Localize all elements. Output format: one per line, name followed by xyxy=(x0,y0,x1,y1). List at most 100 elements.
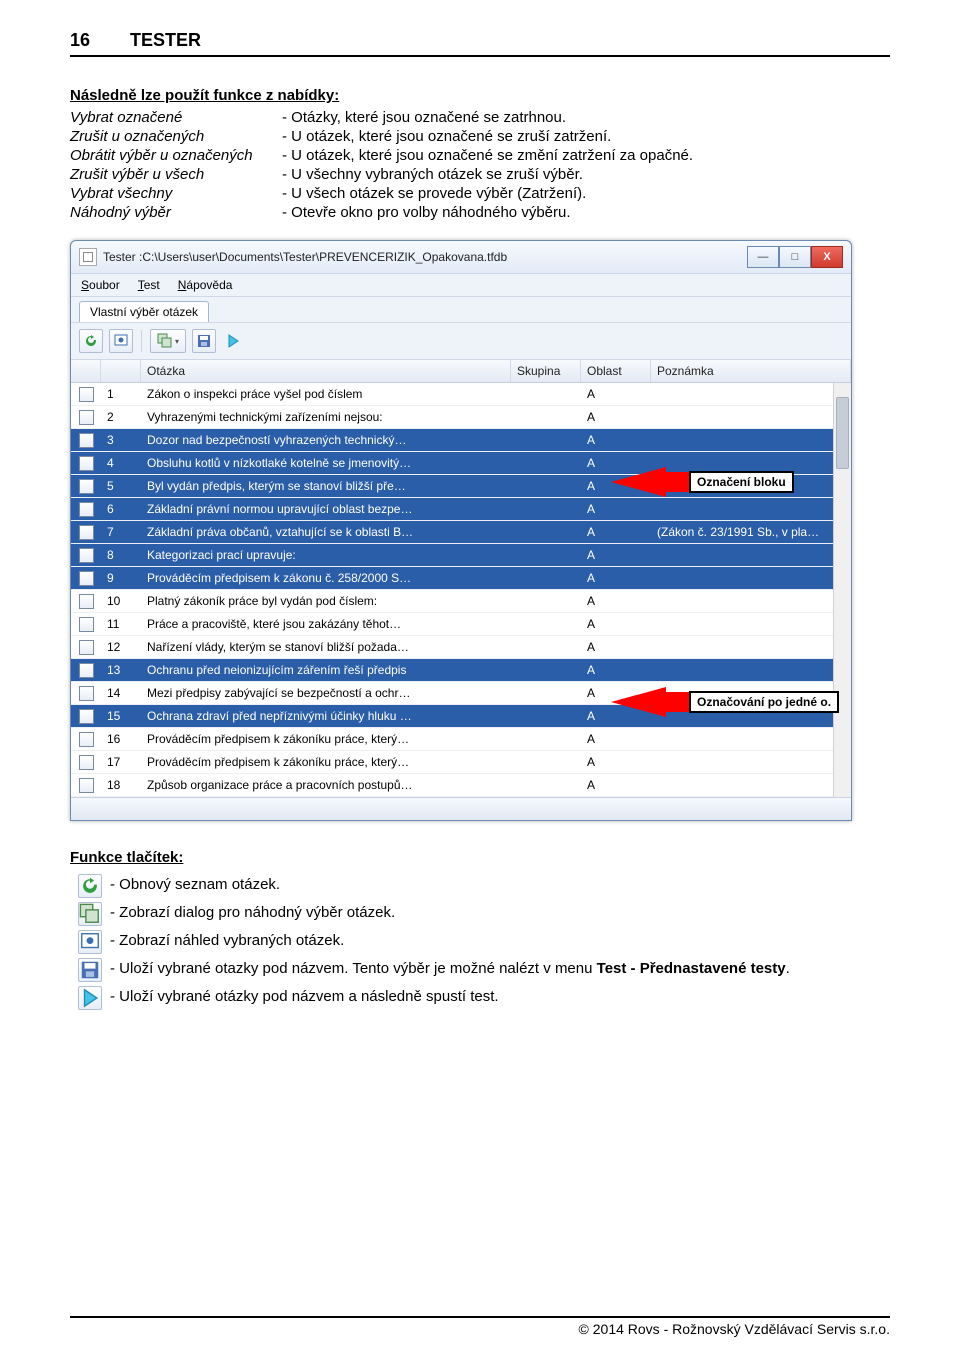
refresh-button[interactable] xyxy=(79,329,103,353)
row-checkbox[interactable] xyxy=(79,502,94,517)
row-number: 13 xyxy=(101,663,141,677)
row-checkbox[interactable] xyxy=(79,525,94,540)
button-desc-row: - Uloží vybrané otázky pod názvem a násl… xyxy=(70,986,890,1010)
table-row[interactable]: 10Platný zákoník práce byl vydán pod čís… xyxy=(71,590,851,613)
random-select-button[interactable] xyxy=(150,329,186,353)
random-icon xyxy=(78,902,102,926)
row-checkbox[interactable] xyxy=(79,571,94,586)
button-desc-row: - Uloží vybrané otazky pod názvem. Tento… xyxy=(70,958,890,982)
table-row[interactable]: 6Základní právní normou upravující oblas… xyxy=(71,498,851,521)
col-group[interactable]: Skupina xyxy=(511,360,581,382)
row-area: A xyxy=(581,617,651,631)
col-checkbox[interactable] xyxy=(71,360,101,382)
button-desc-text: - Obnový seznam otázek. xyxy=(110,874,890,893)
play-icon xyxy=(225,333,241,349)
col-number[interactable] xyxy=(101,360,141,382)
row-number: 14 xyxy=(101,686,141,700)
row-number: 11 xyxy=(101,617,141,631)
row-checkbox[interactable] xyxy=(79,778,94,793)
row-checkbox[interactable] xyxy=(79,709,94,724)
button-desc-text: - Zobrazí náhled vybraných otázek. xyxy=(110,930,890,949)
menubar: SSouboroubor Test Nápověda xyxy=(71,274,851,297)
statusbar xyxy=(71,797,851,820)
row-checkbox[interactable] xyxy=(79,479,94,494)
col-note[interactable]: Poznámka xyxy=(651,360,851,382)
menu-help[interactable]: Nápověda xyxy=(178,278,233,292)
func-right: - U všechny vybraných otázek se zruší vý… xyxy=(282,165,693,184)
tab-own-selection[interactable]: Vlastní výběr otázek xyxy=(79,301,209,322)
button-desc-text: - Uloží vybrané otázky pod názvem a násl… xyxy=(110,986,890,1005)
grid-header: Otázka Skupina Oblast Poznámka xyxy=(71,360,851,383)
run-button[interactable] xyxy=(222,330,244,352)
refresh-icon xyxy=(78,874,102,898)
vertical-scrollbar[interactable] xyxy=(833,383,851,797)
table-row[interactable]: 1Zákon o inspekci práce vyšel pod číslem… xyxy=(71,383,851,406)
menu-file[interactable]: SSouboroubor xyxy=(81,278,120,292)
menu-test[interactable]: Test xyxy=(138,278,160,292)
table-row[interactable]: 9Prováděcím předpisem k zákonu č. 258/20… xyxy=(71,567,851,590)
table-row[interactable]: 12Nařízení vlády, kterým se stanoví bliž… xyxy=(71,636,851,659)
save-icon xyxy=(78,958,102,982)
row-question: Dozor nad bezpečností vyhrazených techni… xyxy=(141,433,511,447)
toolbar-separator xyxy=(141,330,142,352)
table-row[interactable]: 18Způsob organizace práce a pracovních p… xyxy=(71,774,851,797)
row-question: Ochrana zdraví před nepříznivými účinky … xyxy=(141,709,511,723)
row-area: A xyxy=(581,640,651,654)
maximize-button[interactable]: □ xyxy=(779,246,811,268)
row-checkbox[interactable] xyxy=(79,456,94,471)
row-checkbox[interactable] xyxy=(79,640,94,655)
button-desc-row: - Zobrazí náhled vybraných otázek. xyxy=(70,930,890,954)
preview-button[interactable] xyxy=(109,329,133,353)
func-left: Zrušit výběr u všech xyxy=(70,165,282,184)
close-button[interactable]: X xyxy=(811,246,843,268)
table-row[interactable]: 14Mezi předpisy zabývající se bezpečnost… xyxy=(71,682,851,705)
row-checkbox[interactable] xyxy=(79,663,94,678)
scrollbar-thumb[interactable] xyxy=(836,397,849,469)
button-desc-text: - Uloží vybrané otazky pod názvem. Tento… xyxy=(110,958,890,977)
save-button[interactable] xyxy=(192,329,216,353)
table-row[interactable]: 5Byl vydán předpis, kterým se stanoví bl… xyxy=(71,475,851,498)
row-number: 8 xyxy=(101,548,141,562)
func-left: Vybrat všechny xyxy=(70,184,282,203)
row-area: A xyxy=(581,548,651,562)
save-icon xyxy=(196,333,212,349)
row-question: Byl vydán předpis, kterým se stanoví bli… xyxy=(141,479,511,493)
table-row[interactable]: 16Prováděcím předpisem k zákoníku práce,… xyxy=(71,728,851,751)
row-checkbox[interactable] xyxy=(79,410,94,425)
func-right: - Otevře okno pro volby náhodného výběru… xyxy=(282,203,693,222)
row-area: A xyxy=(581,686,651,700)
table-row[interactable]: 4Obsluhu kotlů v nízkotlaké kotelně se j… xyxy=(71,452,851,475)
row-checkbox[interactable] xyxy=(79,617,94,632)
preview-icon xyxy=(78,930,102,954)
table-row[interactable]: 2Vyhrazenými technickými zařízeními nejs… xyxy=(71,406,851,429)
table-row[interactable]: 11Práce a pracoviště, které jsou zakázán… xyxy=(71,613,851,636)
row-number: 1 xyxy=(101,387,141,401)
minimize-button[interactable]: — xyxy=(747,246,779,268)
row-checkbox[interactable] xyxy=(79,732,94,747)
row-question: Způsob organizace práce a pracovních pos… xyxy=(141,778,511,792)
row-checkbox[interactable] xyxy=(79,548,94,563)
func-right: - Otázky, které jsou označené se zatrhno… xyxy=(282,108,693,127)
row-area: A xyxy=(581,502,651,516)
row-checkbox[interactable] xyxy=(79,387,94,402)
col-question[interactable]: Otázka xyxy=(141,360,511,382)
page-title: TESTER xyxy=(130,30,201,51)
row-checkbox[interactable] xyxy=(79,594,94,609)
row-checkbox[interactable] xyxy=(79,686,94,701)
table-row[interactable]: 7Základní práva občanů, vztahující se k … xyxy=(71,521,851,544)
row-question: Práce a pracoviště, které jsou zakázány … xyxy=(141,617,511,631)
toolbar xyxy=(71,322,851,360)
table-row[interactable]: 17Prováděcím předpisem k zákoníku práce,… xyxy=(71,751,851,774)
table-row[interactable]: 15Ochrana zdraví před nepříznivými účink… xyxy=(71,705,851,728)
table-row[interactable]: 3Dozor nad bezpečností vyhrazených techn… xyxy=(71,429,851,452)
row-checkbox[interactable] xyxy=(79,755,94,770)
row-number: 6 xyxy=(101,502,141,516)
titlebar[interactable]: Tester :C:\Users\user\Documents\Tester\P… xyxy=(71,241,851,274)
row-checkbox[interactable] xyxy=(79,433,94,448)
func-right: - U otázek, které jsou označené se zruší… xyxy=(282,127,693,146)
table-row[interactable]: 8Kategorizaci prací upravuje:A xyxy=(71,544,851,567)
row-number: 10 xyxy=(101,594,141,608)
col-area[interactable]: Oblast xyxy=(581,360,651,382)
button-desc-row: - Zobrazí dialog pro náhodný výběr otáze… xyxy=(70,902,890,926)
table-row[interactable]: 13Ochranu před neionizujícím zářením řeš… xyxy=(71,659,851,682)
